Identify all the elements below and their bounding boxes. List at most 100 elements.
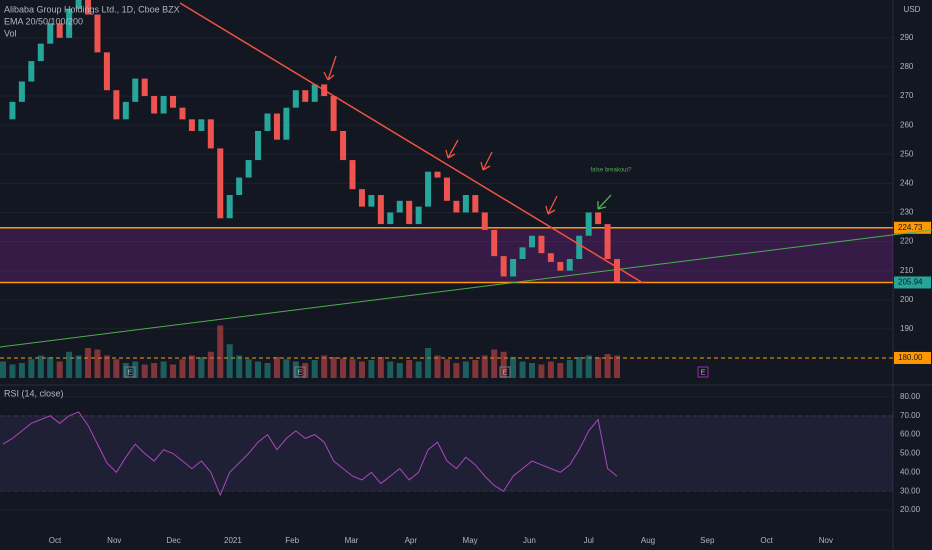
volume-bar xyxy=(245,359,252,378)
candle-body xyxy=(188,119,195,131)
candle-body xyxy=(198,119,205,131)
volume-bar xyxy=(18,363,25,378)
candle-body xyxy=(9,101,16,120)
volume-bar xyxy=(151,363,158,378)
volume-bar xyxy=(66,351,73,378)
volume-bar xyxy=(321,355,328,378)
volume-bar xyxy=(557,363,564,378)
volume-bar xyxy=(538,364,545,378)
candle-body xyxy=(462,194,469,213)
candle-body xyxy=(453,200,460,213)
x-tick-label: Feb xyxy=(285,536,299,545)
candle-body xyxy=(566,259,573,271)
candle-body xyxy=(132,78,139,102)
legend-title: Alibaba Group Holdings Ltd., 1D, Cboe BZ… xyxy=(4,4,180,14)
volume-bar xyxy=(462,361,469,378)
earnings-label: E xyxy=(701,369,706,376)
volume-bar xyxy=(0,361,6,378)
volume-bar xyxy=(472,360,479,378)
volume-bar xyxy=(9,364,16,378)
volume-bar xyxy=(519,361,526,378)
volume-bar xyxy=(387,361,394,378)
price-tag-label: 180.00 xyxy=(898,353,923,362)
candle-body xyxy=(368,194,375,207)
candle-body xyxy=(170,96,177,108)
volume-bar xyxy=(170,364,177,378)
x-tick-label: Sep xyxy=(700,536,715,545)
volume-bar xyxy=(264,363,271,378)
volume-bar xyxy=(614,355,620,378)
rsi-line xyxy=(2,411,618,497)
candle-body xyxy=(528,235,535,248)
volume-bar xyxy=(491,349,498,378)
volume-bar xyxy=(349,359,356,378)
candle-body xyxy=(179,107,186,120)
volume-bar xyxy=(481,355,488,378)
candle-body xyxy=(236,177,243,195)
y-tick-label: 220 xyxy=(900,237,914,246)
candle-body xyxy=(113,90,120,120)
volume-bar xyxy=(453,363,460,378)
volume-bar xyxy=(75,355,82,378)
x-tick-label: May xyxy=(463,536,478,545)
volume-bar xyxy=(236,355,243,378)
zone xyxy=(0,227,893,283)
y-tick-label: 290 xyxy=(900,33,914,42)
x-tick-label: 2021 xyxy=(224,536,242,545)
volume-bar xyxy=(198,357,205,378)
candle-body xyxy=(604,224,611,260)
candle-body xyxy=(481,212,488,230)
rsi-tick-label: 60.00 xyxy=(900,430,921,439)
earnings-label: E xyxy=(128,369,133,376)
volume-bar xyxy=(547,361,554,378)
candle-body xyxy=(264,113,271,131)
volume-bar xyxy=(311,360,318,378)
x-tick-label: Oct xyxy=(49,536,62,545)
volume-bar xyxy=(377,357,384,378)
x-tick-label: Dec xyxy=(166,536,180,545)
candle-body xyxy=(311,84,318,102)
candle-body xyxy=(538,235,545,254)
candle-body xyxy=(547,253,554,262)
candle-body xyxy=(500,256,507,277)
volume-bar xyxy=(37,355,44,378)
price-tag-label: 205.94 xyxy=(898,278,923,287)
volume-bar xyxy=(179,359,186,378)
candle-body xyxy=(255,130,262,161)
candle-body xyxy=(614,259,620,283)
annotation: false breakout? xyxy=(590,168,632,174)
y-tick-label: 260 xyxy=(900,120,914,129)
rsi-tick-label: 30.00 xyxy=(900,486,921,495)
earnings-box xyxy=(499,366,511,378)
rsi-tick-label: 20.00 xyxy=(900,505,921,514)
volume-bar xyxy=(141,364,148,378)
x-tick-label: Apr xyxy=(405,536,418,545)
candle-body xyxy=(151,96,158,114)
candle-body xyxy=(75,0,82,9)
volume-bar xyxy=(425,348,432,378)
candle-body xyxy=(396,200,403,213)
volume-bar xyxy=(94,349,101,378)
volume-bar xyxy=(406,360,413,378)
y-tick-label: 200 xyxy=(900,295,914,304)
candle-body xyxy=(85,0,92,15)
y-tick-label: 280 xyxy=(900,62,914,71)
volume-bar xyxy=(500,351,507,378)
candle-body xyxy=(217,148,224,219)
candle-body xyxy=(47,23,54,44)
rsi-title: RSI (14, close) xyxy=(4,388,64,398)
volume-bar xyxy=(188,355,195,378)
volume-bar xyxy=(273,357,280,378)
candle-body xyxy=(66,8,73,38)
volume-bar xyxy=(595,357,602,378)
volume-bar xyxy=(528,363,535,378)
earnings-label: E xyxy=(298,369,303,376)
volume-bar xyxy=(415,361,422,378)
volume-bar xyxy=(396,363,403,378)
candle-body xyxy=(94,14,101,53)
volume-bar xyxy=(510,357,517,378)
y-tick-label: 190 xyxy=(900,324,914,333)
arrows xyxy=(323,55,558,215)
volume-bar xyxy=(292,361,299,378)
